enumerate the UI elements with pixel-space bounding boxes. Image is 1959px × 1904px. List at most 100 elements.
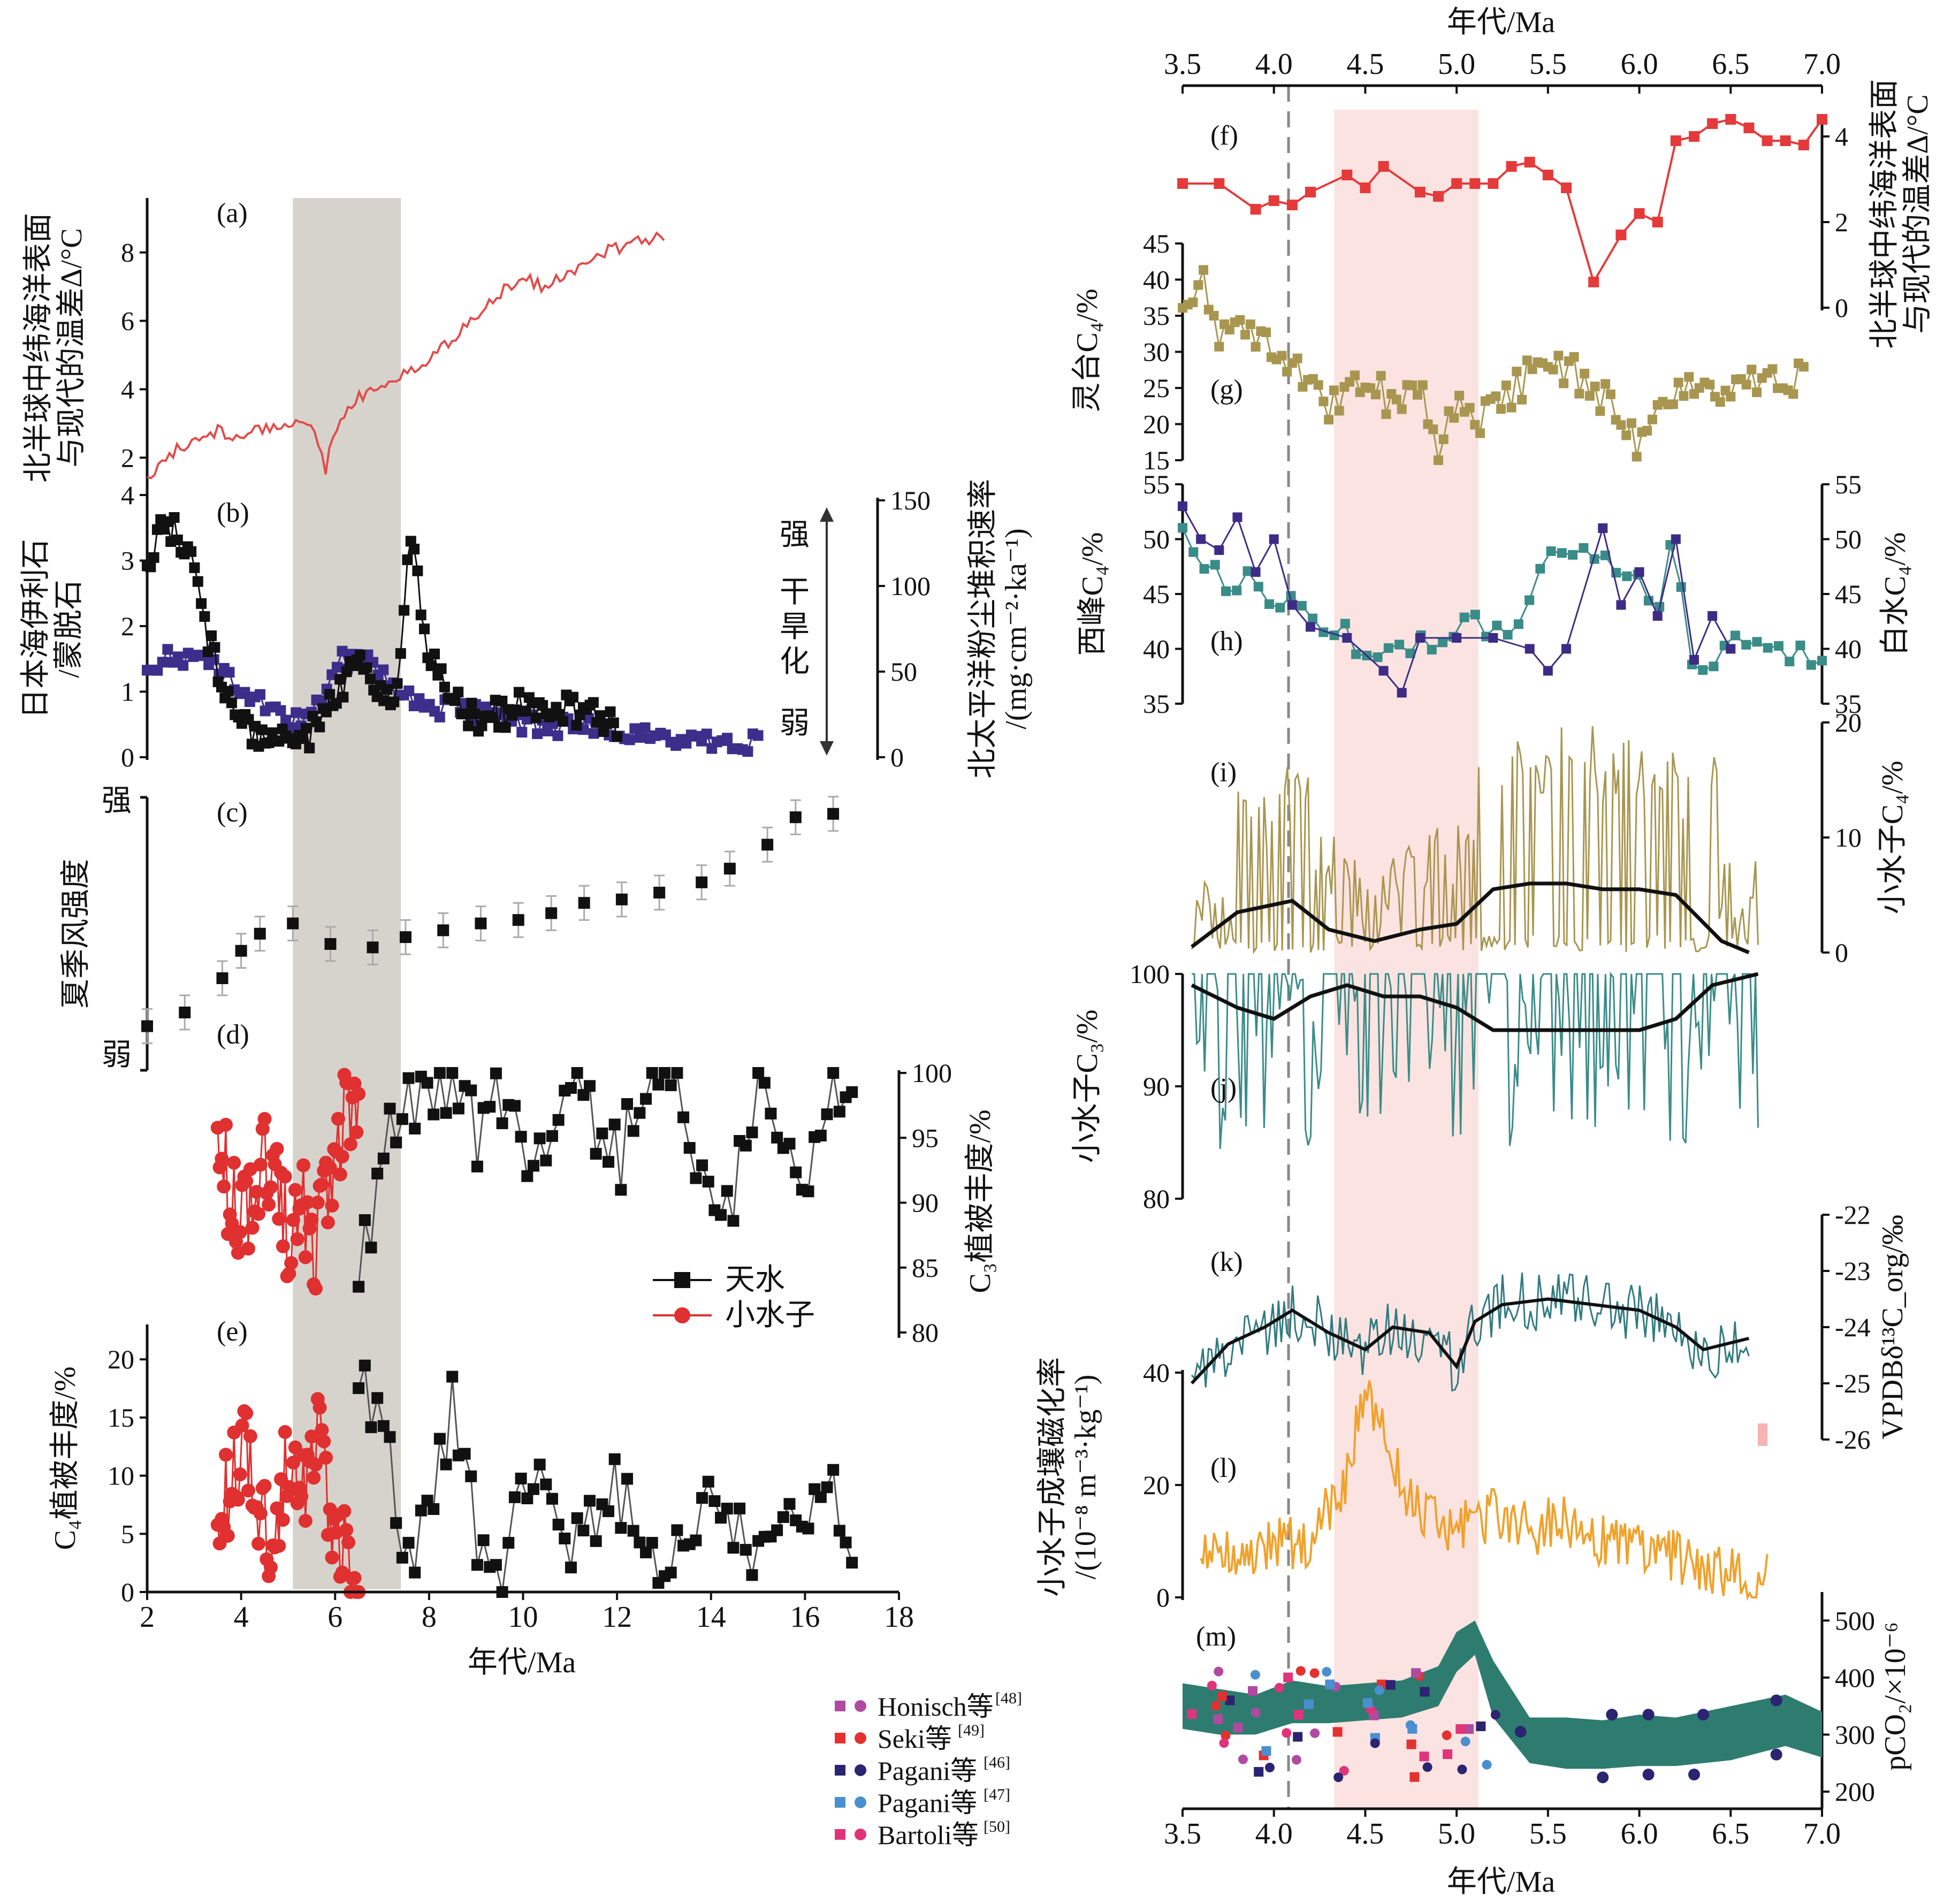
pacific-dust-point: [275, 705, 286, 716]
pco2-pagani-point: [1514, 1726, 1527, 1738]
panel-g-y-tick-label: 25: [1143, 373, 1170, 403]
japan-sea-point: [192, 576, 203, 587]
panel-g: 15 20 25 30 35 40 45 (g) 灵台C₄/%: [1071, 229, 1809, 475]
japan-sea-point: [364, 673, 376, 684]
pco2-pagani-point: [1642, 1709, 1655, 1721]
tianshui-c4-point: [608, 1453, 621, 1465]
tianshui-c3-point: [727, 1215, 740, 1227]
panel-d-tianshui-line: [357, 1070, 853, 1287]
panel-h-xifeng-point: [1561, 644, 1571, 654]
tianshui-c4-point: [727, 1542, 740, 1554]
xiaoshuizi-c3-point: [217, 1179, 231, 1194]
japan-sea-point: [399, 605, 410, 616]
tianshui-c4-point: [533, 1458, 546, 1471]
xiaoshuizi-c3-point: [286, 1213, 300, 1227]
pco2-proxy-point: [1291, 1755, 1301, 1765]
tianshui-c3-point: [746, 1126, 758, 1139]
tianshui-c4-point: [665, 1566, 677, 1579]
tianshui-c4-point: [409, 1566, 421, 1579]
panel-h-ylabel-right: 白水C₄/%: [1879, 532, 1912, 656]
xiaoshuizi-c4-point: [233, 1467, 247, 1482]
panel-h-xifeng-point: [1214, 545, 1224, 555]
panel-g-lingtai-point: [1512, 367, 1522, 377]
pacific-dust-point: [481, 702, 492, 713]
xiaoshuizi-c4-point: [308, 1457, 323, 1472]
monsoon-point: [235, 945, 247, 957]
monsoon-point: [789, 811, 802, 824]
panel-h-baishui-point: [1210, 560, 1220, 570]
japan-sea-point: [324, 689, 336, 700]
panel-h-baishui-point: [1568, 550, 1578, 560]
panel-h-right-y-tick-label: 50: [1835, 524, 1862, 554]
xiaoshuizi-c3-point: [335, 1149, 349, 1164]
tianshui-c3-point: [565, 1082, 577, 1094]
panel-g-y-tick-label: 30: [1143, 337, 1170, 367]
tianshui-c3-point: [652, 1078, 665, 1091]
panel-f-sst-point: [1670, 135, 1681, 146]
japan-sea-point: [297, 733, 308, 744]
svg-text:[48]: [48]: [995, 1689, 1022, 1707]
left-x-tick-label: 14: [696, 1601, 726, 1634]
panel-g-lingtai-point: [1381, 409, 1391, 419]
panel-j-y-ticks: 80 90 100: [1130, 959, 1183, 1214]
panel-g-lingtai-points: [1178, 265, 1809, 465]
panel-g-lingtai-point: [1465, 403, 1475, 413]
tianshui-c3-point: [603, 1156, 615, 1168]
panel-k-raw-line: [1191, 1273, 1750, 1392]
panel-h-xifeng-point: [1415, 633, 1425, 643]
tianshui-c4-point: [690, 1534, 702, 1547]
panel-i-y-tick-label: 10: [1835, 822, 1862, 852]
panel-g-lingtai-point: [1318, 397, 1329, 407]
japan-sea-point: [415, 610, 426, 621]
tianshui-c4-point: [777, 1511, 789, 1523]
xiaoshuizi-c4-point: [335, 1565, 349, 1580]
japan-sea-point: [361, 662, 372, 673]
arrow-middle-char1: 干: [780, 576, 810, 609]
tianshui-c3-point: [765, 1107, 777, 1119]
pacific-dust-point: [634, 732, 645, 743]
panel-f-sst-point: [1561, 182, 1572, 193]
panel-a-y-tick-label: 8: [121, 238, 134, 268]
xiaoshuizi-c3-point: [310, 1195, 325, 1210]
panel-g-lingtai-point: [1235, 315, 1245, 325]
tianshui-c4-point: [740, 1544, 752, 1556]
tianshui-c3-point: [546, 1130, 558, 1142]
left-x-tick-label: 12: [602, 1601, 632, 1634]
xiaoshuizi-c3-point: [262, 1198, 276, 1212]
pco2-proxy-point: [1422, 1762, 1432, 1772]
panel-g-lingtai-point: [1449, 413, 1459, 423]
xiaoshuizi-c4-point: [341, 1535, 356, 1550]
pco2-legend: Honisch等 [48] Seki等 [49] Pagani等 [46] Pa…: [835, 1689, 1022, 1850]
pco2-proxy-point: [1362, 1698, 1373, 1708]
left-x-tick-label: 8: [422, 1601, 437, 1634]
japan-sea-point: [186, 546, 197, 557]
panel-h-xifeng-point: [1524, 644, 1535, 654]
xiaoshuizi-c3-point: [272, 1212, 286, 1226]
pco2-proxy-point: [1406, 1739, 1416, 1749]
panel-h-right-y-tick-label: 55: [1835, 469, 1862, 499]
tianshui-c4-point: [490, 1559, 502, 1571]
panel-j-raw-line: [1192, 971, 1759, 1149]
pco2-pagani-point: [1770, 1748, 1782, 1761]
panel-e-tag: (e): [217, 1316, 248, 1347]
pco2-proxy-point: [1251, 1708, 1261, 1718]
pco2-proxy-point: [1443, 1749, 1453, 1760]
panel-g-y-tick-label: 45: [1143, 229, 1170, 258]
panel-f-sst-point: [1378, 161, 1389, 172]
tianshui-c3-point: [696, 1159, 708, 1171]
japan-sea-point: [388, 696, 400, 707]
xiaoshuizi-c3-point: [331, 1111, 345, 1126]
panel-h-baishui-point: [1351, 649, 1361, 659]
japan-sea-point: [169, 512, 180, 523]
xiaoshuizi-c3-point: [343, 1137, 357, 1152]
panel-g-lingtai-point: [1193, 280, 1203, 290]
panel-g-y-tick-label: 15: [1143, 445, 1170, 475]
panel-g-lingtai-point: [1616, 420, 1626, 430]
panel-h-baishui-point: [1795, 641, 1805, 651]
panel-g-lingtai-point: [1605, 389, 1615, 399]
pco2-proxy-point: [1264, 1762, 1275, 1772]
panel-g-lingtai-point: [1245, 319, 1255, 330]
xiaoshuizi-c3-point: [323, 1161, 337, 1175]
panel-j-y-tick-label: 100: [1130, 959, 1170, 989]
